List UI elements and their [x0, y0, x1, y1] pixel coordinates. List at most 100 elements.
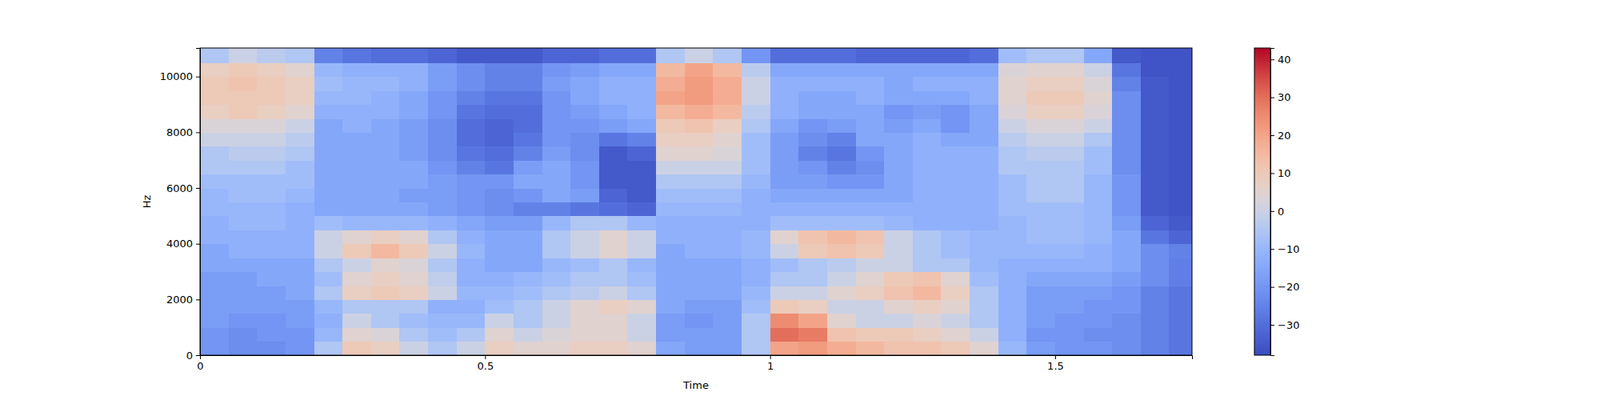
heatmap-cell — [256, 201, 286, 216]
heatmap-cell — [798, 146, 828, 161]
heatmap-cell — [256, 257, 286, 272]
heatmap-cell — [940, 132, 970, 147]
heatmap-cell — [484, 188, 514, 203]
heatmap-cell — [856, 341, 885, 356]
heatmap-cell — [456, 62, 486, 77]
heatmap-cell — [741, 285, 771, 300]
heatmap-cell — [656, 244, 685, 259]
heatmap-cell — [827, 257, 856, 272]
tick: 0 — [1270, 205, 1284, 218]
heatmap-cell — [1084, 229, 1113, 244]
heatmap-cell — [712, 327, 742, 342]
heatmap-cell — [228, 146, 258, 161]
heatmap-cell — [1112, 188, 1141, 203]
heatmap-cell — [542, 62, 572, 77]
heatmap-cell — [770, 188, 800, 203]
heatmap-cell — [912, 299, 942, 314]
heatmap-cell — [484, 341, 514, 356]
heatmap-cell — [969, 48, 999, 64]
heatmap-cell — [599, 76, 628, 92]
heatmap-cell — [456, 104, 486, 120]
heatmap-cell — [770, 174, 800, 189]
heatmap-cell — [570, 244, 600, 259]
heatmap-cell — [969, 104, 999, 120]
tick: 6000 — [166, 182, 200, 195]
tick-mark — [1270, 172, 1275, 174]
heatmap-cell — [856, 132, 885, 147]
heatmap-cell — [1140, 341, 1170, 356]
heatmap-cell — [599, 313, 628, 328]
heatmap-cell — [1084, 118, 1113, 133]
heatmap-cell — [1026, 216, 1056, 231]
heatmap-cell — [884, 146, 913, 161]
heatmap-cell — [627, 76, 656, 92]
heatmap-cell — [285, 229, 315, 244]
heatmap-cell — [798, 132, 828, 147]
heatmap-cell — [285, 313, 315, 328]
heatmap-cell — [256, 229, 286, 244]
heatmap-cell — [884, 104, 913, 120]
heatmap-cell — [371, 244, 400, 259]
heatmap-cell — [599, 257, 628, 272]
heatmap-cell — [1112, 313, 1141, 328]
heatmap-cell — [513, 313, 543, 328]
heatmap-cell — [1084, 48, 1113, 64]
heatmap-cell — [570, 327, 600, 342]
heatmap-cell — [456, 76, 486, 92]
heatmap-cell — [1026, 104, 1056, 120]
heatmap-cell — [827, 272, 856, 287]
heatmap-cell — [998, 341, 1028, 356]
y-axis-title: Hz — [140, 195, 153, 209]
heatmap-cell — [1112, 118, 1141, 133]
heatmap-cell — [570, 118, 600, 133]
heatmap-cell — [1084, 257, 1113, 272]
heatmap-cell — [570, 76, 600, 92]
heatmap-cell — [256, 313, 286, 328]
heatmap-cell — [428, 299, 457, 314]
heatmap-cell — [1140, 174, 1170, 189]
heatmap-cell — [599, 299, 628, 314]
heatmap-cell — [599, 272, 628, 287]
heatmap-cell — [998, 244, 1028, 259]
chart: 00.511.50200040006000800010000TimeHz−30−… — [0, 0, 1600, 400]
heatmap-cell — [200, 299, 229, 314]
heatmap-cell — [798, 229, 828, 244]
heatmap-cell — [912, 174, 942, 189]
tick-mark — [196, 355, 200, 356]
heatmap-cell — [1055, 272, 1084, 287]
heatmap-cell — [256, 160, 286, 175]
heatmap-cell — [969, 62, 999, 77]
heatmap-cell — [627, 146, 656, 161]
heatmap-cell — [827, 174, 856, 189]
heatmap-cell — [1168, 244, 1192, 259]
heatmap-cell — [798, 104, 828, 120]
tick-label: 10 — [1277, 167, 1292, 180]
heatmap-cell — [399, 313, 428, 328]
tick-label: 0.5 — [476, 360, 494, 372]
heatmap-cell — [314, 62, 344, 77]
heatmap-cell — [684, 132, 714, 147]
tick: 30 — [1270, 91, 1292, 104]
heatmap-cell — [256, 272, 286, 287]
heatmap-cell — [969, 132, 999, 147]
heatmap-cell — [399, 272, 428, 287]
heatmap-cell — [912, 146, 942, 161]
heatmap-cell — [712, 257, 742, 272]
heatmap-cell — [998, 76, 1028, 92]
heatmap-cell — [1026, 132, 1056, 147]
heatmap-cell — [285, 146, 315, 161]
tick: 40 — [1270, 53, 1292, 66]
colorbar — [1254, 48, 1271, 356]
heatmap-cell — [484, 257, 514, 272]
heatmap-cell — [998, 272, 1028, 287]
heatmap-cell — [912, 201, 942, 216]
heatmap-cell — [1112, 90, 1141, 105]
heatmap-cell — [884, 285, 913, 300]
heatmap-cell — [798, 257, 828, 272]
tick-mark — [196, 244, 200, 245]
x-axis-title: Time — [682, 379, 709, 392]
heatmap-cell — [741, 257, 771, 272]
heatmap-cell — [599, 118, 628, 133]
heatmap-cell — [542, 48, 572, 64]
heatmap-cell — [656, 90, 685, 105]
